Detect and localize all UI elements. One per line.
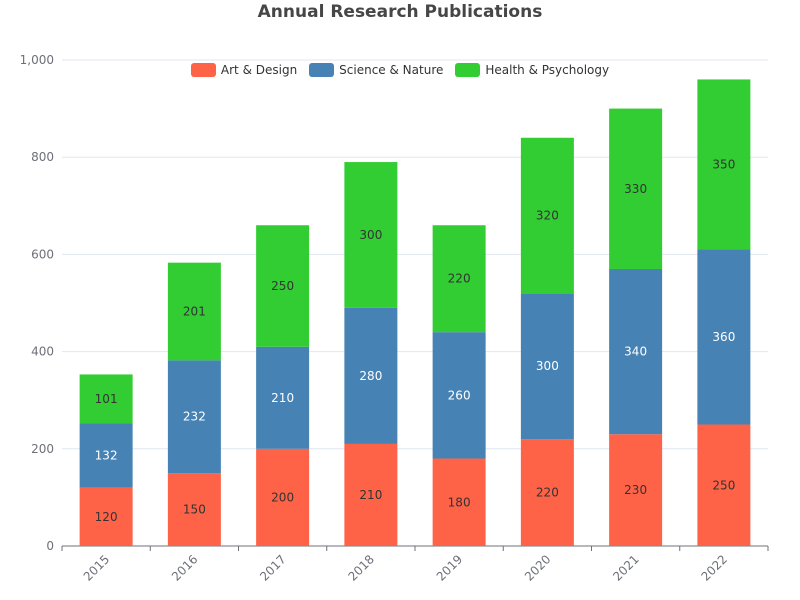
legend-label: Art & Design: [220, 63, 298, 77]
legend-item[interactable]: Art & Design: [190, 63, 298, 77]
y-tick-label: 200: [31, 442, 54, 456]
x-tick-label: 2019: [434, 552, 465, 583]
bar-art-design-2022: [697, 424, 751, 546]
bar-health-psychology-2020: [520, 137, 574, 294]
data-label: 150: [183, 503, 206, 517]
bar-health-psychology-2016: [167, 262, 221, 361]
data-label: 260: [448, 388, 471, 402]
bar-health-psychology-2018: [344, 162, 398, 308]
y-tick-label: 600: [31, 247, 54, 261]
data-label: 210: [359, 488, 382, 502]
bar-art-design-2019: [432, 458, 486, 546]
y-tick-label: 400: [31, 345, 54, 359]
bar-science-nature-2020: [520, 293, 574, 440]
data-label: 250: [712, 478, 735, 492]
bar-science-nature-2021: [609, 268, 663, 435]
bar-health-psychology-2017: [256, 225, 310, 347]
bar-health-psychology-2022: [697, 79, 751, 250]
legend-swatch: [455, 63, 481, 77]
bar-science-nature-2016: [167, 360, 221, 474]
data-label: 232: [183, 410, 206, 424]
y-tick-label: 1,000: [20, 53, 54, 67]
data-label: 320: [536, 209, 559, 223]
bar-health-psychology-2015: [79, 374, 133, 424]
data-label: 101: [95, 392, 118, 406]
data-label: 132: [95, 449, 118, 463]
bar-science-nature-2015: [79, 423, 133, 488]
data-label: 200: [271, 490, 294, 504]
data-label: 120: [95, 510, 118, 524]
x-tick-label: 2020: [522, 552, 553, 583]
y-tick-label: 0: [46, 539, 54, 553]
bar-health-psychology-2019: [432, 225, 486, 333]
x-tick-label: 2022: [698, 552, 729, 583]
bar-science-nature-2017: [256, 346, 310, 449]
legend-label: Science & Nature: [339, 63, 444, 77]
x-tick-label: 2016: [169, 552, 200, 583]
bar-science-nature-2022: [697, 249, 751, 425]
bar-science-nature-2019: [432, 332, 486, 459]
data-label: 210: [271, 391, 294, 405]
data-label: 300: [359, 228, 382, 242]
bar-art-design-2017: [256, 448, 310, 546]
data-label: 340: [624, 345, 647, 359]
legend-swatch: [309, 63, 335, 77]
data-label: 280: [359, 369, 382, 383]
x-tick-label: 2017: [257, 552, 288, 583]
bar-art-design-2020: [520, 439, 574, 546]
legend-item[interactable]: Health & Psychology: [455, 63, 609, 77]
data-label: 300: [536, 359, 559, 373]
data-label: 230: [624, 483, 647, 497]
x-tick-label: 2021: [610, 552, 641, 583]
bar-art-design-2016: [167, 473, 221, 546]
chart-title: Annual Research Publications: [257, 2, 543, 22]
data-label: 330: [624, 182, 647, 196]
data-label: 220: [448, 272, 471, 286]
x-tick-label: 2018: [345, 552, 376, 583]
bar-science-nature-2018: [344, 307, 398, 444]
data-label: 180: [448, 495, 471, 509]
y-tick-label: 800: [31, 150, 54, 164]
legend-swatch: [190, 63, 216, 77]
data-label: 250: [271, 279, 294, 293]
chart-legend: Art & Design Science & Nature Health & Psy…: [0, 63, 800, 77]
data-label: 220: [536, 486, 559, 500]
bar-art-design-2021: [609, 434, 663, 546]
legend-item[interactable]: Science & Nature: [309, 63, 443, 77]
bar-health-psychology-2021: [609, 108, 663, 269]
legend-label: Health & Psychology: [485, 63, 610, 77]
data-label: 360: [712, 330, 735, 344]
data-label: 201: [183, 305, 206, 319]
data-label: 350: [712, 157, 735, 171]
bar-art-design-2018: [344, 443, 398, 546]
x-tick-label: 2015: [81, 552, 112, 583]
bar-art-design-2015: [79, 487, 133, 546]
